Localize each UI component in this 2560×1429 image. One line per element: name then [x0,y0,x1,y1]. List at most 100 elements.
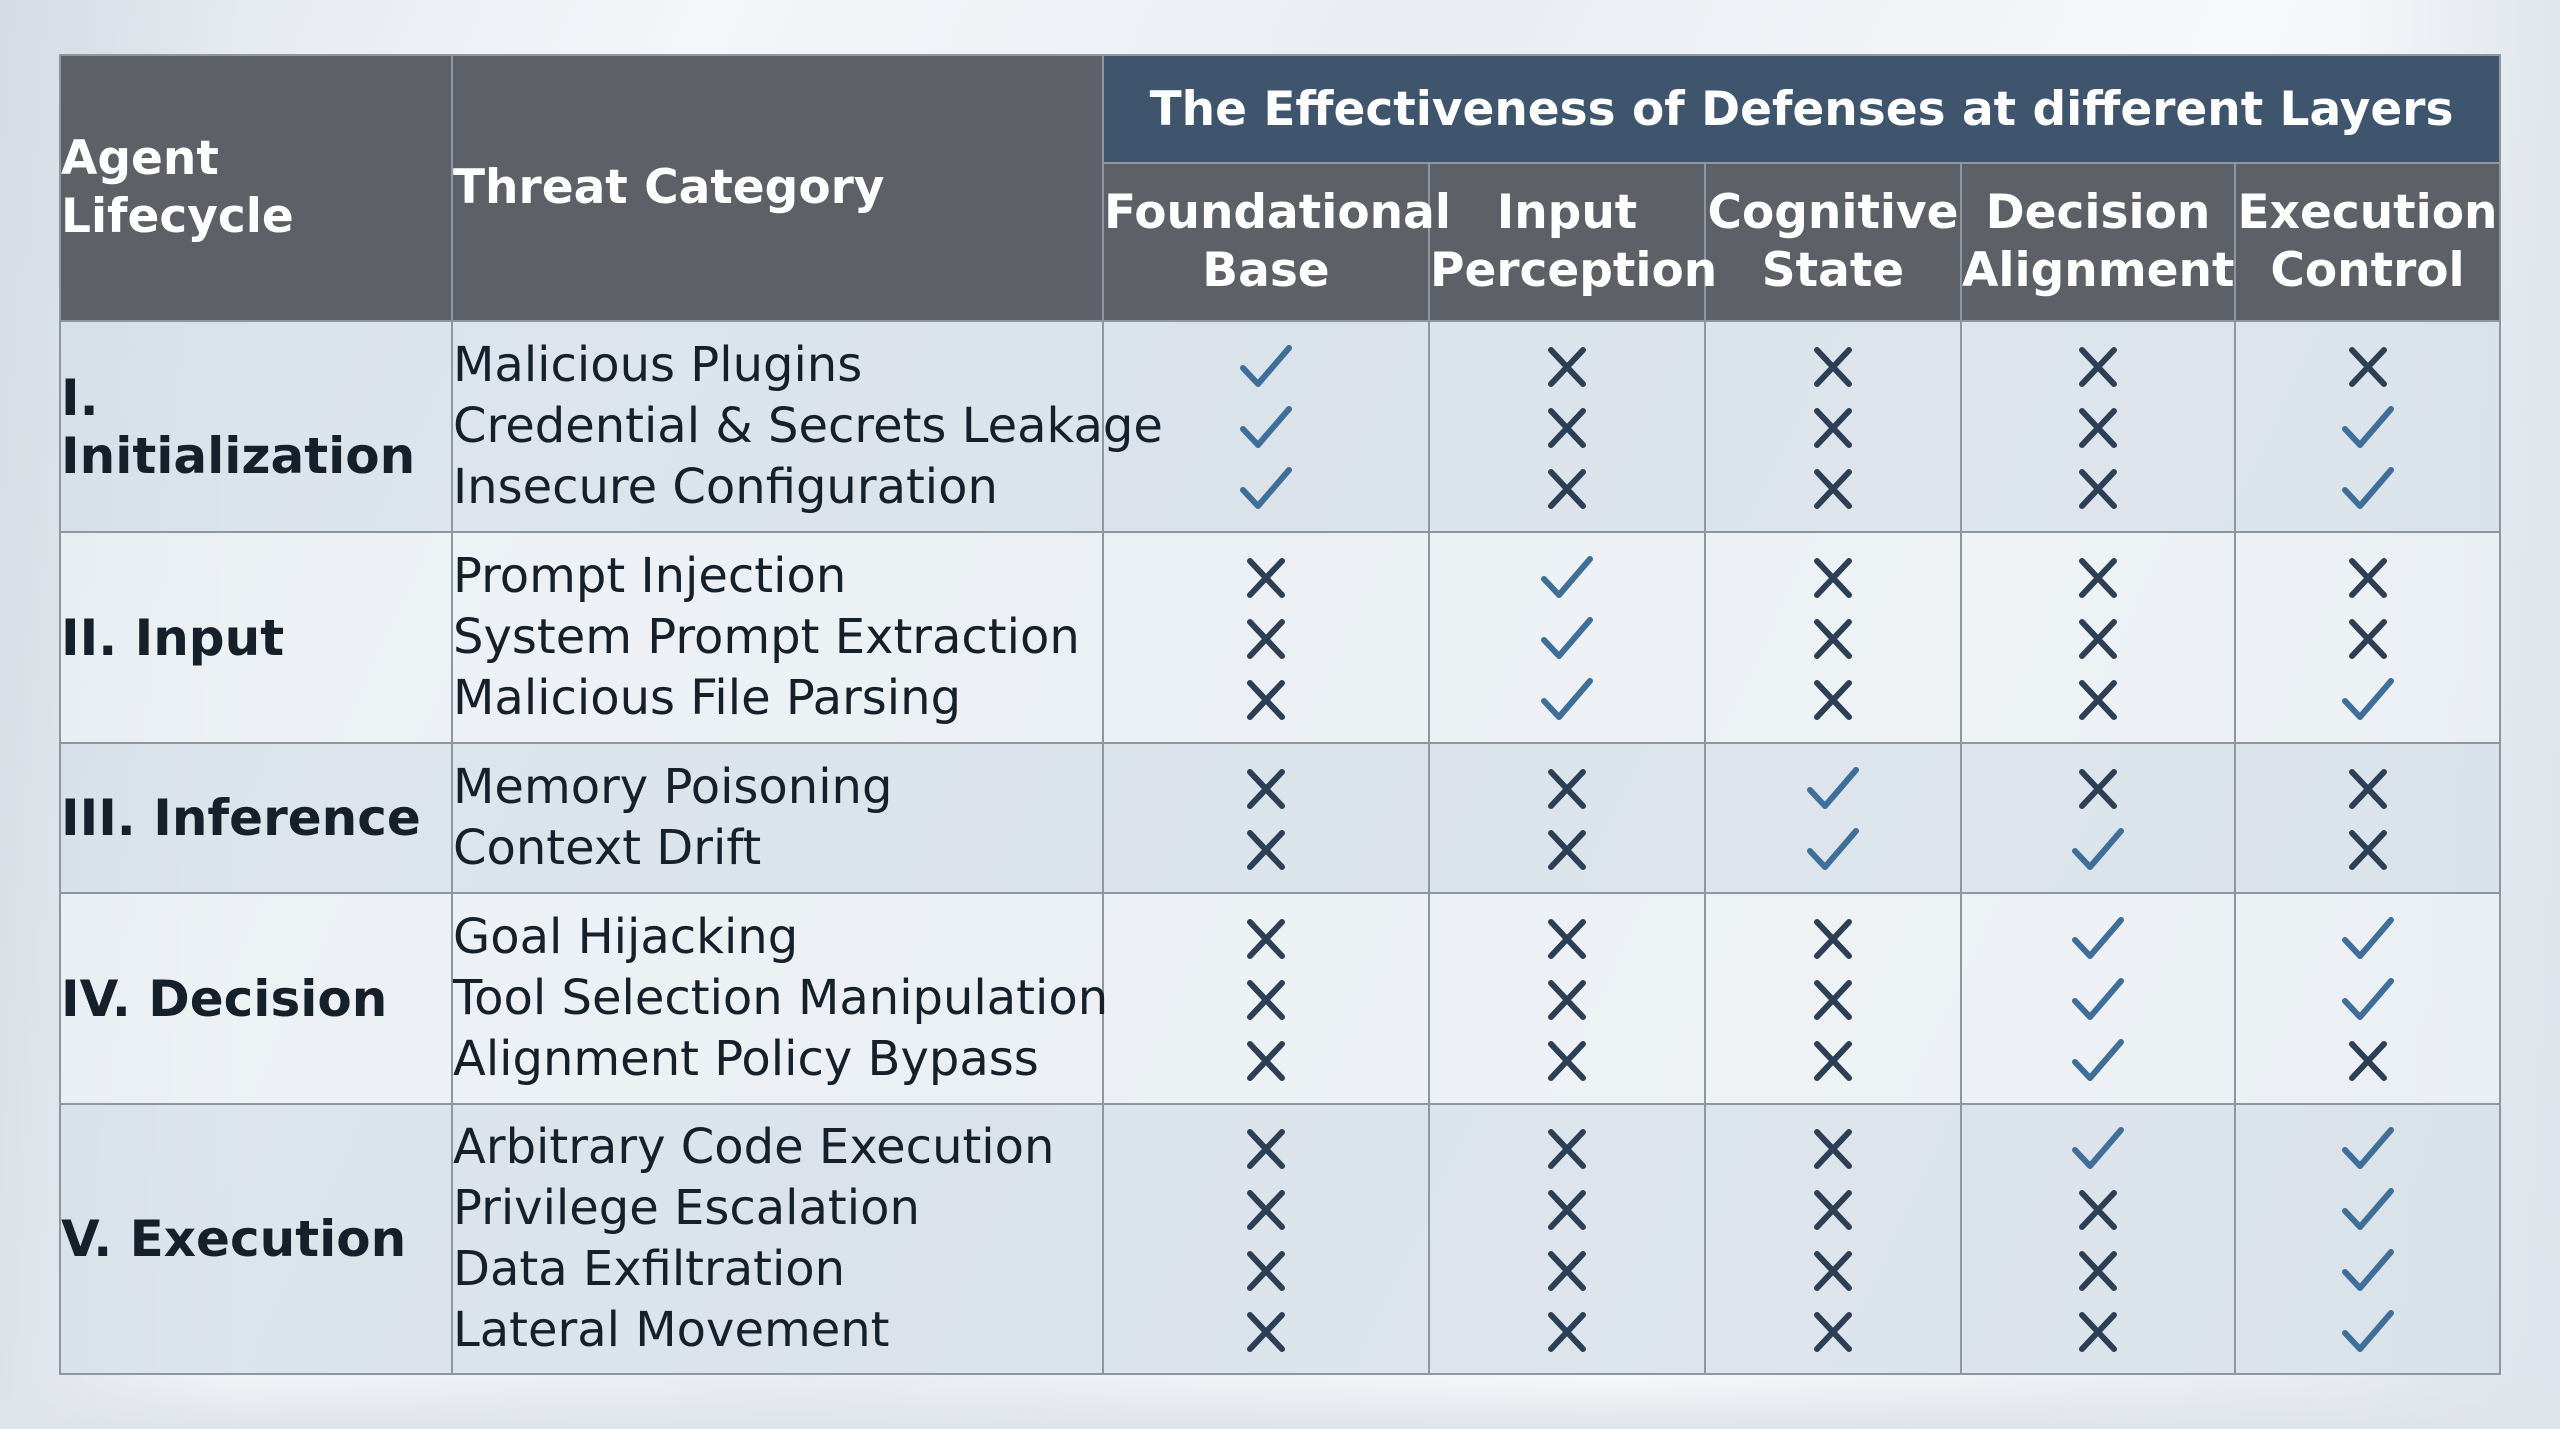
effectiveness-mark [2236,818,2499,879]
cross-icon [2079,679,2117,720]
cross-icon [1548,979,1586,1020]
effectiveness-mark [1962,818,2234,879]
cross-icon [1247,1250,1285,1291]
effectiveness-mark [1104,607,1428,668]
cross-icon [2079,1250,2117,1291]
effectiveness-mark [1962,1117,2234,1178]
cross-icon [1247,1311,1285,1352]
check-icon [2341,405,2394,448]
mark-cell-foundational-base [1102,1103,1430,1375]
effectiveness-mark [1430,818,1704,879]
lifecycle-stage: III. Inference [59,742,453,894]
cross-icon [2079,468,2117,509]
threat-name: Privilege Escalation [453,1180,920,1236]
cross-icon [1548,1311,1586,1352]
mark-cell-execution-control [2233,1103,2502,1375]
threat-list: Malicious Plugins Credential & Secrets Le… [451,320,1163,533]
effectiveness-mark [2236,607,2499,668]
check-icon [1807,766,1859,809]
mark-cell-decision-alignment [1960,531,2236,744]
table-row: III. Inference Memory Poisoning Context Dr… [59,742,2502,894]
cross-icon [2079,1189,2117,1230]
cross-icon [1814,557,1852,598]
cross-icon [1247,618,1285,659]
effectiveness-mark [1962,968,2234,1029]
cross-icon [2079,557,2117,598]
effectiveness-mark [2236,396,2499,457]
cross-icon [2348,829,2387,870]
header-layer-line1: Decision [1985,185,2211,240]
cross-icon [1247,768,1285,809]
effectiveness-mark [1430,1300,1704,1361]
cross-icon [1247,679,1285,720]
mark-cell-execution-control [2233,531,2502,744]
effectiveness-mark [2236,757,2499,818]
effectiveness-mark [1962,1239,2234,1300]
lifecycle-stage: V. Execution [59,1103,453,1375]
effectiveness-mark [2236,1117,2499,1178]
header-layer-line2: Perception [1430,243,1718,298]
effectiveness-mark [1962,1300,2234,1361]
cross-icon [2348,557,2387,598]
header-layer-foundational-base: Foundational Base [1102,162,1451,322]
effectiveness-mark [1962,335,2234,396]
mark-cell-foundational-base [1102,320,1430,533]
header-layer-line2: Alignment [1962,243,2235,298]
effectiveness-mark [1706,457,1960,518]
effectiveness-mark [1962,1178,2234,1239]
effectiveness-mark [1706,396,1960,457]
cross-icon [1814,407,1852,448]
effectiveness-mark [1104,1300,1428,1361]
cross-icon [1814,679,1852,720]
cross-icon [1814,1040,1852,1081]
mark-cell-foundational-base [1102,742,1430,894]
mark-cell-execution-control [2233,320,2502,533]
mark-cell-decision-alignment [1960,1103,2236,1375]
header-layer-line2: Control [2270,243,2465,298]
cross-icon [2079,618,2117,659]
check-icon [2072,827,2124,870]
table-header: Agent Lifecycle Threat Category The Effe… [59,54,2502,322]
effectiveness-mark [1430,1029,1704,1090]
lifecycle-stage: II. Input [59,531,453,744]
check-icon [2341,1309,2394,1352]
header-layer-line1: Cognitive [1707,185,1959,240]
check-icon [1240,405,1292,448]
effectiveness-mark [2236,1239,2499,1300]
effectiveness-mark [1430,607,1704,668]
background-floor [0,1375,2560,1429]
effectiveness-mark [1962,668,2234,729]
mark-cell-input-perception [1428,892,1706,1105]
effectiveness-mark [1962,396,2234,457]
check-icon [2341,466,2394,509]
effectiveness-mark [2236,1300,2499,1361]
check-icon [2341,1187,2394,1230]
effectiveness-mark [1430,968,1704,1029]
cross-icon [1548,1040,1586,1081]
effectiveness-mark [1104,1029,1428,1090]
threat-list: Arbitrary Code Execution Privilege Escala… [451,1103,1104,1375]
cross-icon [1548,1128,1586,1169]
effectiveness-mark [1430,335,1704,396]
effectiveness-mark [1430,457,1704,518]
mark-cell-decision-alignment [1960,320,2236,533]
effectiveness-mark [2236,968,2499,1029]
cross-icon [1814,979,1852,1020]
effectiveness-mark [1430,907,1704,968]
lifecycle-stage: I. Initialization [59,320,453,533]
effectiveness-mark [1962,546,2234,607]
cross-icon [1247,829,1285,870]
mark-cell-execution-control [2233,742,2502,894]
effectiveness-mark [2236,335,2499,396]
header-layer-line2: State [1761,243,1905,298]
effectiveness-mark [1104,546,1428,607]
threat-name: Goal Hijacking [453,909,799,965]
header-layer-execution-control: Execution Control [2233,162,2502,322]
cross-icon [1814,1250,1852,1291]
threat-name: Lateral Movement [453,1302,890,1358]
check-icon [2341,977,2394,1020]
effectiveness-mark [1706,907,1960,968]
cross-icon [1548,918,1586,959]
effectiveness-mark [1104,757,1428,818]
check-icon [2072,977,2124,1020]
